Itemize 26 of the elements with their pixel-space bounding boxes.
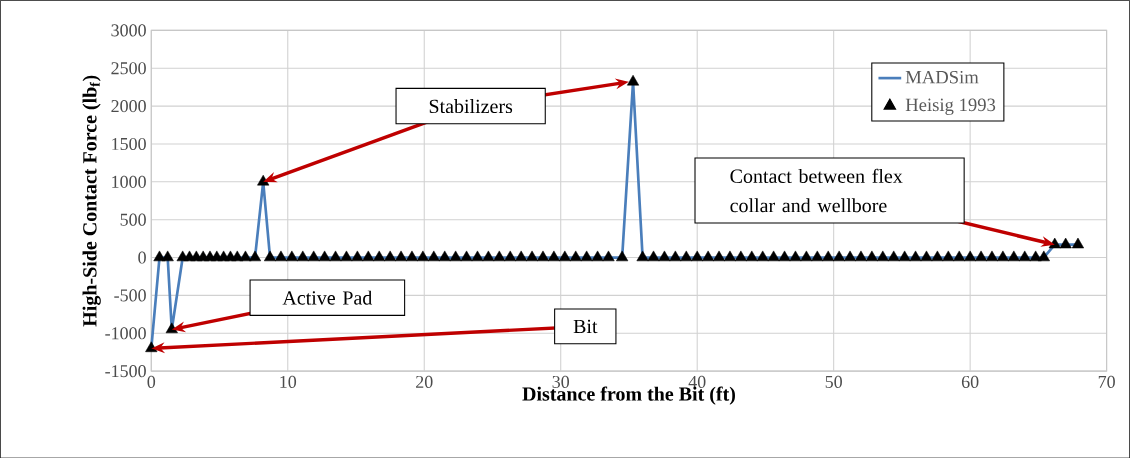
y-tick-label: -1000 xyxy=(105,326,146,340)
y-tick-label: -1500 xyxy=(105,364,146,377)
x-tick-label: 30 xyxy=(552,375,570,388)
annotation: Stabilizers xyxy=(429,98,513,113)
y-tick-label: 3000 xyxy=(111,24,146,37)
y-tick-label: 500 xyxy=(120,213,146,226)
legend-label: MADSim xyxy=(905,70,979,84)
annotation: Contact between flex collar and wellbore xyxy=(730,168,903,213)
annotation: Bit xyxy=(573,319,598,333)
y-tick-label: 2000 xyxy=(111,99,146,112)
y-tick-label: 0 xyxy=(138,251,146,264)
x-tick-label: 50 xyxy=(825,375,842,388)
y-tick-label: 1000 xyxy=(112,175,146,188)
x-tick-label: 20 xyxy=(416,375,433,388)
annotation: Active Pad xyxy=(282,290,373,305)
y-tick-label: 1500 xyxy=(112,137,146,150)
x-tick-label: 10 xyxy=(280,375,297,388)
y-tick-label: 2500 xyxy=(111,61,146,75)
x-tick-label: 70 xyxy=(1098,375,1115,388)
x-axis-title: Distance from the Bit (ft) xyxy=(522,386,735,405)
x-tick-label: 40 xyxy=(688,375,706,388)
y-axis-title: High-Side Contact Force (lb$_{f}$) xyxy=(82,75,101,327)
y-tick-label: -500 xyxy=(114,289,146,302)
x-tick-label: 60 xyxy=(961,375,979,388)
legend-label: Heisig 1993 xyxy=(905,98,996,115)
x-tick-label: 0 xyxy=(147,375,156,388)
